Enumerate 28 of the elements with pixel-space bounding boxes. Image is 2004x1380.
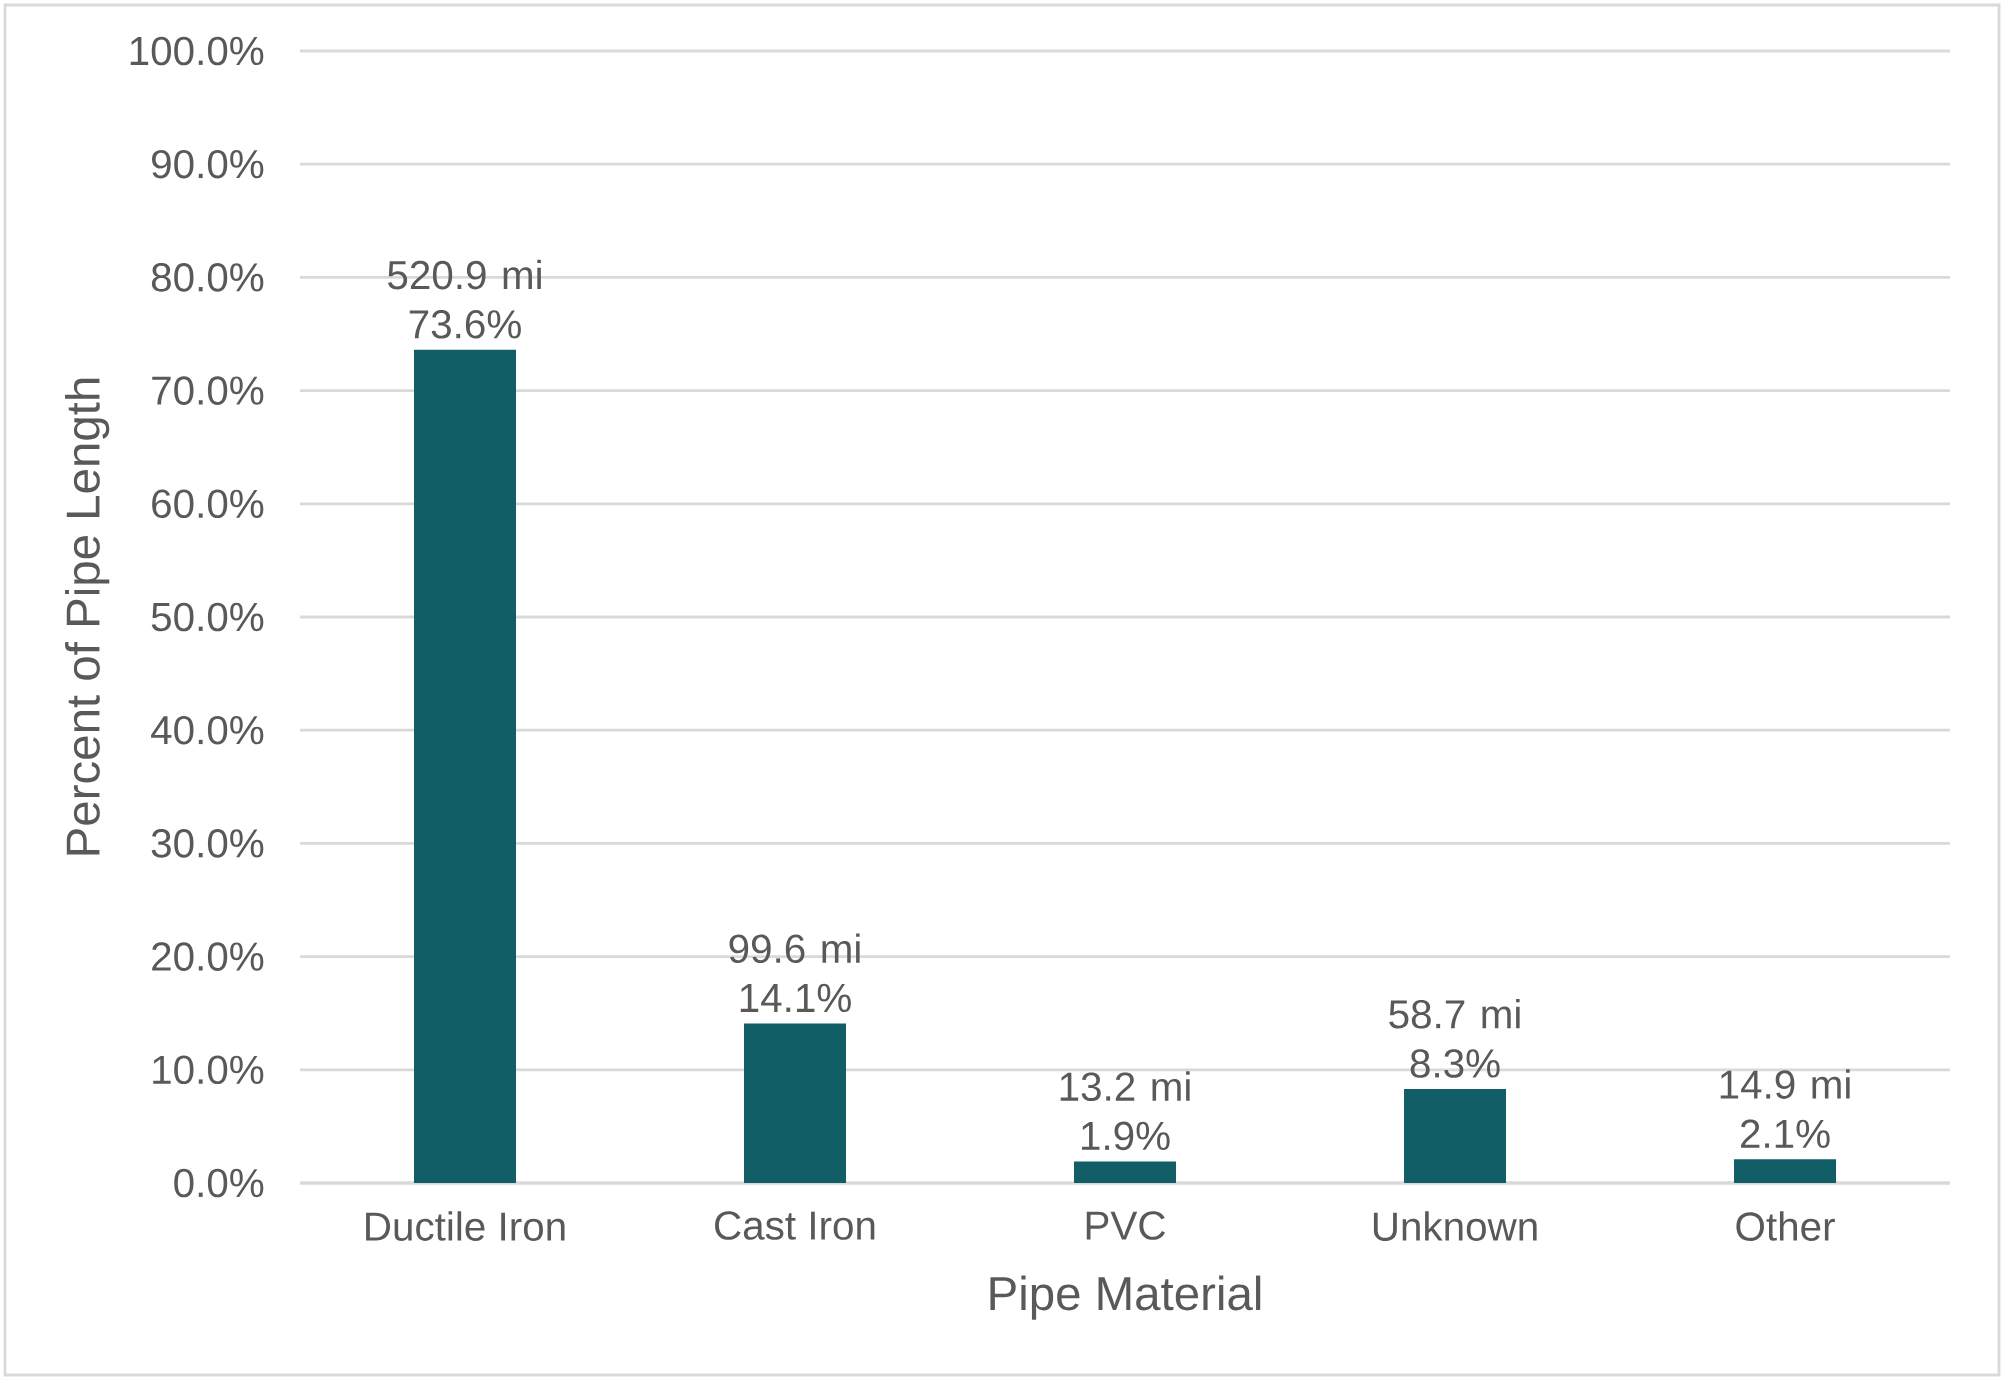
y-tick-label: 20.0% — [152, 942, 264, 971]
x-tick-label: Other — [1736, 1211, 1835, 1241]
data-label: 520.9 mi 73.6% — [387, 259, 541, 339]
y-tick-label: 10.0% — [153, 1055, 264, 1085]
y-tick-label: 50.0% — [151, 602, 264, 632]
y-axis-title: Percent of Pipe Length — [65, 378, 110, 855]
bar — [1404, 1089, 1507, 1183]
y-tick-label: 60.0% — [152, 489, 264, 519]
y-tick-label: 80.0% — [151, 263, 264, 292]
y-tick-label: 100.0% — [130, 36, 264, 66]
y-tick-label: 90.0% — [152, 149, 264, 179]
bar — [414, 349, 517, 1183]
data-label: 99.6 mi 14.1% — [729, 933, 860, 1013]
x-tick-label: Unknown — [1373, 1211, 1537, 1241]
y-tick-label: 0.0% — [174, 1168, 264, 1198]
x-tick-label: Cast Iron — [715, 1211, 875, 1240]
data-label: 13.2 mi 1.9% — [1060, 1071, 1190, 1151]
data-label: 58.7 mi 8.3% — [1389, 998, 1520, 1078]
y-tick-label: 30.0% — [151, 829, 264, 858]
bar — [744, 1023, 847, 1183]
y-tick-label: 70.0% — [152, 376, 264, 405]
x-tick-label: Ductile Iron — [366, 1211, 565, 1241]
data-label: 14.9 mi 2.1% — [1720, 1069, 1850, 1148]
y-tick-label: 40.0% — [151, 715, 264, 745]
bar — [1734, 1159, 1837, 1183]
bar — [1074, 1161, 1177, 1183]
x-tick-label: PVC — [1086, 1211, 1165, 1240]
x-axis-title: Pipe Material — [990, 1275, 1261, 1320]
